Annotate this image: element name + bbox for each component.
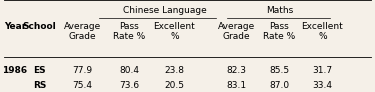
Text: 31.7: 31.7 — [312, 66, 333, 75]
Text: 23.8: 23.8 — [164, 66, 184, 75]
Text: Chinese Language: Chinese Language — [123, 6, 207, 15]
Text: 75.4: 75.4 — [72, 81, 93, 90]
Text: 82.3: 82.3 — [226, 66, 246, 75]
Text: Excellent
%: Excellent % — [302, 22, 344, 41]
Text: Average
Grade: Average Grade — [217, 22, 255, 41]
Text: ES: ES — [33, 66, 46, 75]
Text: School: School — [22, 22, 56, 31]
Text: 73.6: 73.6 — [119, 81, 140, 90]
Text: Pass
Rate %: Pass Rate % — [263, 22, 296, 41]
Text: RS: RS — [33, 81, 46, 90]
Text: Excellent
%: Excellent % — [153, 22, 195, 41]
Text: 85.5: 85.5 — [269, 66, 290, 75]
Text: Year: Year — [4, 22, 26, 31]
Text: 1986: 1986 — [2, 66, 28, 75]
Text: Average
Grade: Average Grade — [64, 22, 101, 41]
Text: 77.9: 77.9 — [72, 66, 93, 75]
Text: Pass
Rate %: Pass Rate % — [113, 22, 146, 41]
Text: 33.4: 33.4 — [312, 81, 333, 90]
Text: 80.4: 80.4 — [119, 66, 140, 75]
Text: 87.0: 87.0 — [269, 81, 290, 90]
Text: Maths: Maths — [266, 6, 293, 15]
Text: 20.5: 20.5 — [164, 81, 184, 90]
Text: 83.1: 83.1 — [226, 81, 246, 90]
